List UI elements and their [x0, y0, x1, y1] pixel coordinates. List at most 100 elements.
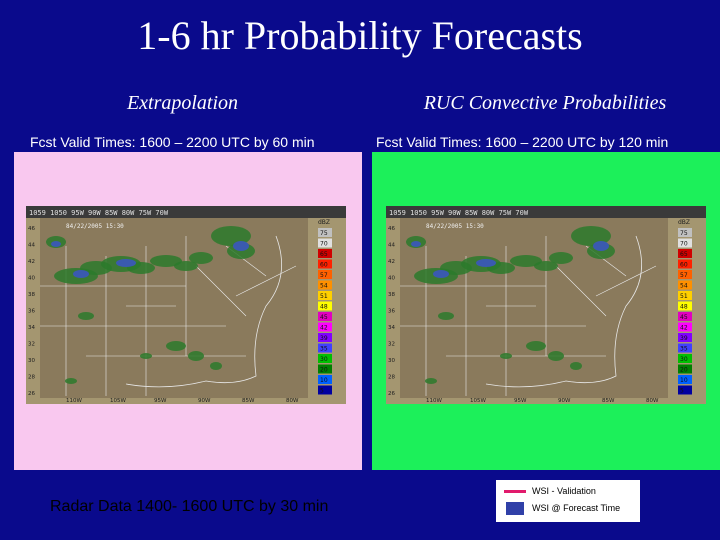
scale-swatch [678, 301, 692, 311]
radar-echo [188, 351, 204, 361]
radar-echo [549, 252, 573, 264]
radar-echo [140, 353, 152, 359]
legend-forecast: WSI @ Forecast Time [504, 502, 620, 515]
lat-label: 36 [28, 309, 35, 315]
map-header-bar [386, 206, 706, 218]
scale-swatch [678, 364, 692, 374]
scale-label: 51 [320, 293, 328, 300]
coastline [485, 235, 642, 388]
lat-label: 34 [28, 325, 35, 331]
scale-swatch [318, 354, 332, 363]
scale-swatch [318, 385, 332, 395]
radar-echo [166, 341, 186, 351]
radar-echo [210, 362, 222, 370]
scale-swatch [318, 238, 332, 248]
scale-swatch [678, 312, 692, 321]
lon-label: 85W [242, 398, 255, 404]
forecast-echo [593, 241, 609, 251]
left-valid-times: Fcst Valid Times: 1600 – 2200 UTC by 60 … [30, 134, 315, 150]
scale-swatch [678, 291, 692, 300]
lon-label: 95W [514, 398, 527, 404]
lon-label: 80W [286, 398, 299, 404]
scale-swatch [318, 280, 332, 290]
scale-swatch [318, 375, 332, 384]
scale-swatch [318, 333, 332, 342]
lat-label: 32 [388, 342, 395, 348]
scale-swatch [678, 375, 692, 384]
map-date-text: 84/22/2005 15:30 [66, 223, 124, 230]
lat-label: 44 [388, 243, 395, 249]
lat-label: 26 [388, 391, 395, 397]
forecast-echo [476, 259, 496, 267]
state-border [595, 265, 657, 297]
scale-swatch [678, 354, 692, 363]
lat-label: 34 [388, 325, 395, 331]
scale-swatch [318, 228, 332, 237]
lat-label: 46 [388, 226, 395, 232]
scale-swatch [318, 301, 332, 311]
scale-swatch [318, 322, 332, 332]
scale-label: 5 [680, 388, 684, 395]
legend: WSI - Validation WSI @ Forecast Time [496, 480, 640, 522]
scale-label: 60 [320, 262, 328, 269]
scale-swatch [678, 385, 692, 395]
forecast-box-swatch [506, 502, 524, 515]
scale-swatch [318, 270, 332, 279]
forecast-echo [73, 270, 89, 278]
lat-label: 30 [388, 358, 395, 364]
scale-swatch [678, 333, 692, 342]
lon-label: 90W [198, 398, 211, 404]
extrapolation-heading: Extrapolation [126, 92, 239, 114]
map-land [400, 218, 668, 398]
scale-label: 48 [320, 304, 328, 311]
lat-label: 38 [28, 292, 35, 298]
scale-label: 51 [680, 293, 688, 300]
scale-label: 42 [680, 325, 688, 332]
lon-label: 85W [602, 398, 615, 404]
scale-label: 10 [680, 377, 688, 384]
scale-label: 65 [320, 251, 328, 258]
forecast-echo [411, 241, 421, 247]
scale-swatch [318, 291, 332, 300]
lat-label: 38 [388, 292, 395, 298]
radar-echo [65, 378, 77, 384]
radar-echo [438, 312, 454, 320]
scale-label: 10 [320, 377, 328, 384]
scale-label: 57 [320, 272, 328, 279]
scale-swatch [318, 259, 332, 269]
radar-echo [189, 252, 213, 264]
map-header-text: 1059 1050 95W 90W 85W 80W 75W 70W [29, 209, 169, 217]
legend-validation: WSI - Validation [504, 486, 596, 496]
scale-label: 30 [320, 356, 328, 363]
scale-swatch [318, 249, 332, 258]
map-land [40, 218, 308, 398]
state-border [555, 265, 607, 317]
map-header-bar [26, 206, 346, 218]
scale-label: 60 [680, 262, 688, 269]
extrapolation-radar-map: 1059 1050 95W 90W 85W 80W 75W 70W 84/22/2… [26, 206, 346, 404]
map-header-text: 1059 1050 95W 90W 85W 80W 75W 70W [389, 209, 529, 217]
ruc-radar-map: 1059 1050 95W 90W 85W 80W 75W 70W 84/22/2… [386, 206, 706, 404]
legend-validation-label: WSI - Validation [532, 486, 596, 496]
forecast-echo [116, 259, 136, 267]
radar-echo [510, 255, 542, 267]
lat-label: 40 [388, 276, 395, 282]
radar-echo [150, 255, 182, 267]
scale-label: 57 [680, 272, 688, 279]
radar-echo [500, 353, 512, 359]
lon-label: 80W [646, 398, 659, 404]
scale-label: 48 [680, 304, 688, 311]
slide-title: 1-6 hr Probability Forecasts [137, 13, 583, 58]
lat-label: 28 [388, 375, 395, 381]
scale-units: dBZ [318, 219, 330, 226]
lon-label: 95W [154, 398, 167, 404]
scale-swatch [678, 259, 692, 269]
scale-label: 39 [680, 335, 688, 342]
scale-label: 65 [680, 251, 688, 258]
coastline [125, 235, 282, 388]
lat-label: 44 [28, 243, 35, 249]
radar-echo [570, 362, 582, 370]
scale-swatch [678, 280, 692, 290]
scale-label: 20 [320, 367, 328, 374]
radar-echo [548, 351, 564, 361]
